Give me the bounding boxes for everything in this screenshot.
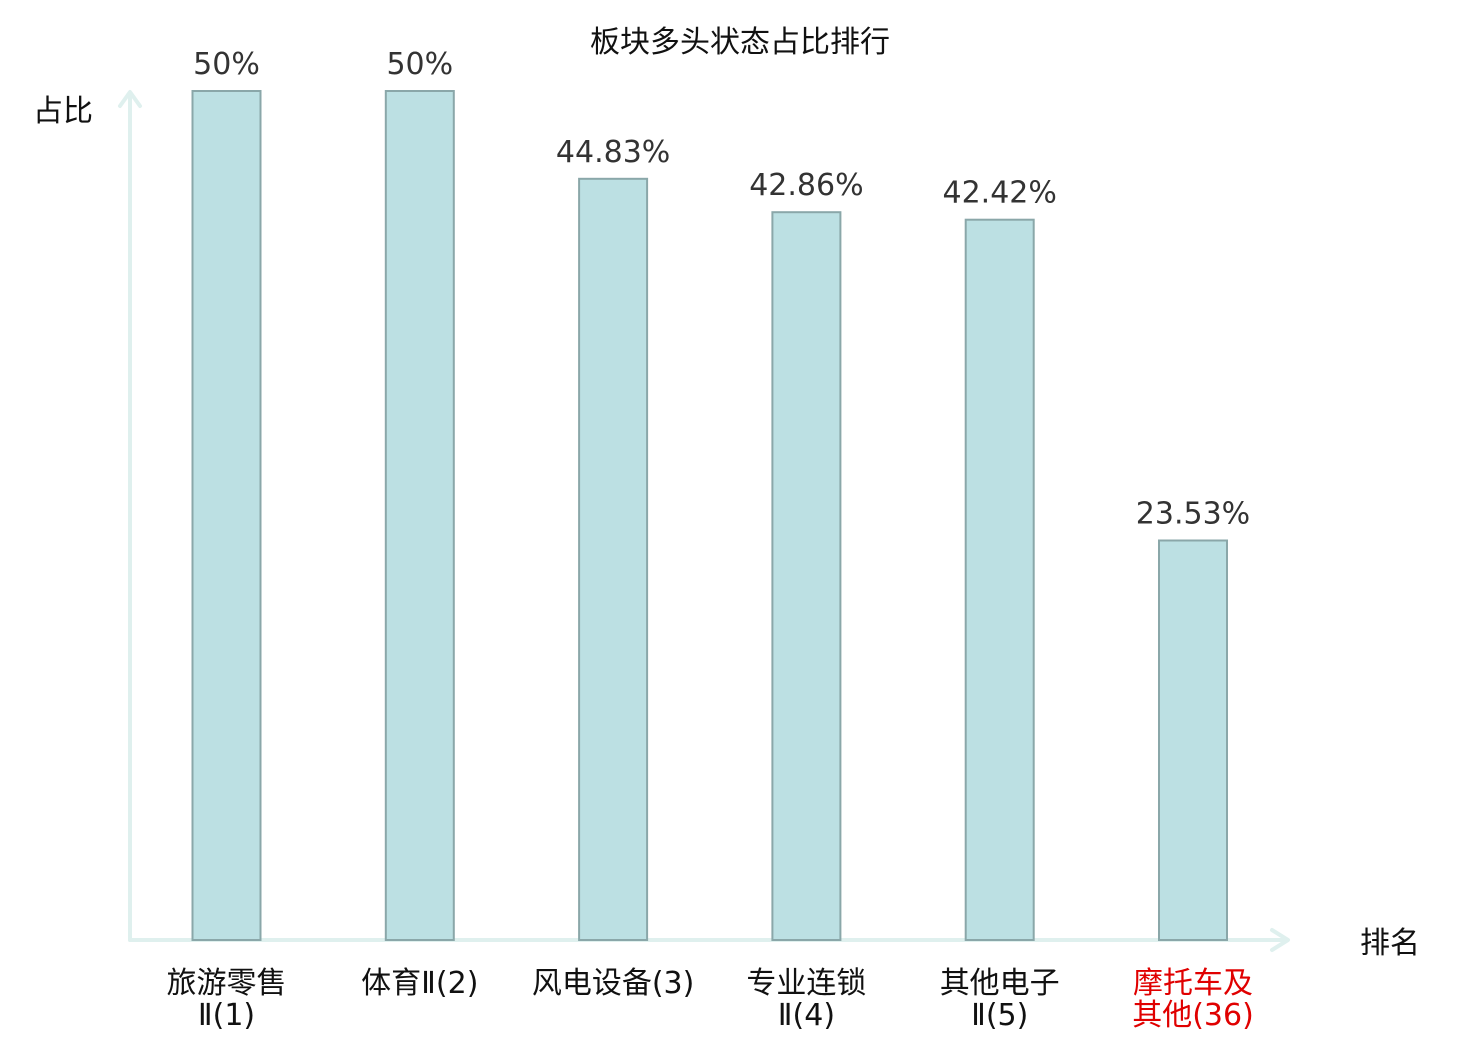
bars <box>191 90 1228 942</box>
value-label-5: 42.42% <box>943 176 1057 211</box>
value-label-3: 44.83% <box>556 135 670 170</box>
category-label-1-line-2: Ⅱ(1) <box>198 998 255 1033</box>
x-axis-arrowhead <box>1270 928 1290 952</box>
bar-5 <box>964 218 1035 941</box>
bar-2 <box>384 90 455 941</box>
y-axis-title: 占比 <box>33 94 93 129</box>
value-label-4: 42.86% <box>749 168 863 203</box>
bar-4 <box>771 211 842 941</box>
category-label-5-line-2: Ⅱ(5) <box>971 998 1028 1033</box>
category-label-5-line-1: 其他电子 <box>940 966 1060 1001</box>
bar-1 <box>191 90 262 941</box>
bar-6 <box>1158 539 1228 941</box>
category-label-3: 风电设备(3) <box>532 966 695 1001</box>
chart-title: 板块多头状态占比排行 <box>590 25 890 60</box>
value-label-6: 23.53% <box>1136 497 1250 532</box>
x-axis-title: 排名 <box>1360 926 1420 961</box>
category-label-2: 体育Ⅱ(2) <box>361 966 478 1001</box>
category-label-4-line-1: 专业连锁 <box>746 966 866 1001</box>
axes <box>118 90 1290 952</box>
category-label-4-line-2: Ⅱ(4) <box>778 998 835 1033</box>
category-label-6-line-1: 摩托车及 <box>1133 966 1253 1001</box>
value-label-2: 50% <box>386 47 453 82</box>
value-labels: 50% 50% 44.83% 42.86% 42.42% 23.53% <box>193 47 1250 532</box>
bar-3 <box>578 177 649 942</box>
category-label-6-line-2: 其他(36) <box>1132 998 1254 1033</box>
value-label-1: 50% <box>193 47 260 82</box>
category-label-1-line-1: 旅游零售 <box>167 966 287 1001</box>
y-axis-arrowhead <box>118 90 142 108</box>
